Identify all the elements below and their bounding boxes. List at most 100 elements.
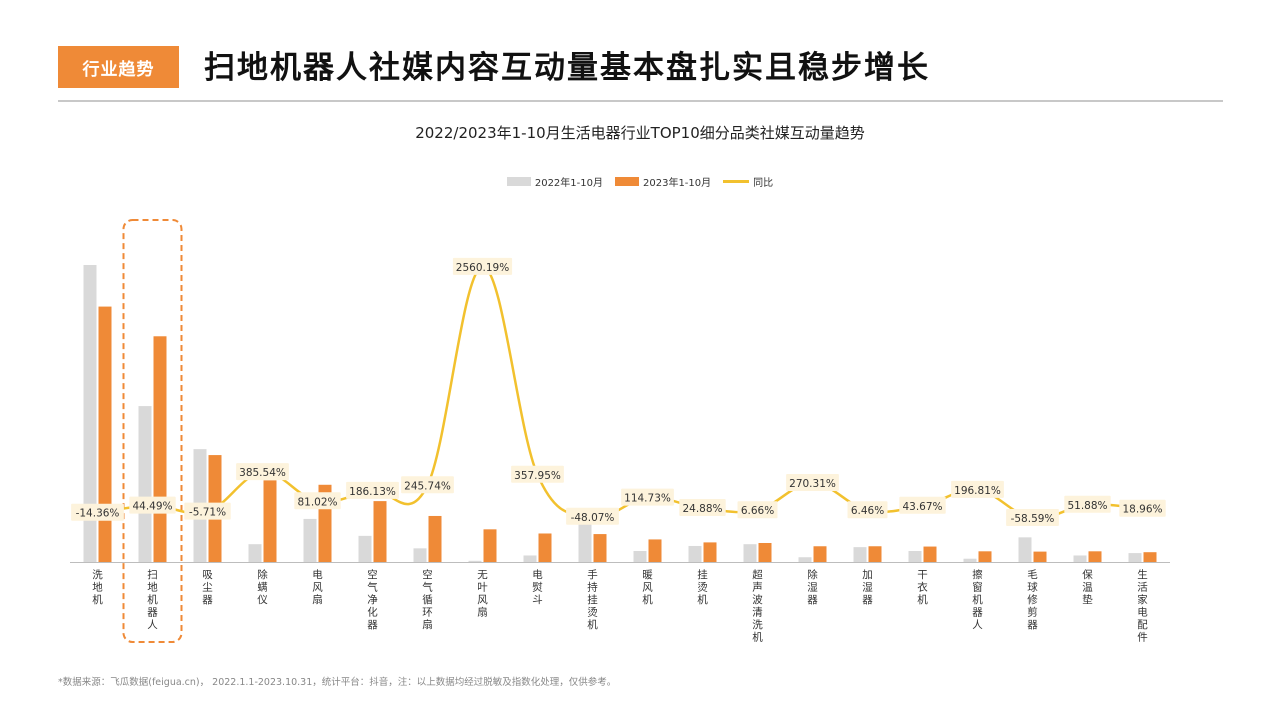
yoy-label-bg	[236, 463, 289, 481]
category-label: 除湿器	[807, 568, 818, 606]
bar-2023	[373, 501, 387, 562]
legend-swatch-yoy	[723, 180, 750, 183]
category-label: 手持挂烫机	[587, 568, 598, 631]
bar-2023	[1143, 552, 1157, 562]
yoy-data-label: 81.02%	[297, 496, 337, 508]
yoy-data-label: -58.59%	[1011, 513, 1055, 525]
yoy-label-bg	[346, 481, 399, 499]
bar-2023	[428, 515, 442, 562]
header-divider	[58, 100, 1223, 102]
yoy-label-bg	[737, 501, 778, 519]
bar-2022	[138, 406, 152, 562]
yoy-data-label: -48.07%	[571, 512, 615, 524]
footnote: *数据来源：飞瓜数据(feigua.cn)， 2022.1.1-2023.10.…	[58, 677, 617, 688]
bar-2022	[578, 523, 592, 562]
bar-2023	[1088, 551, 1102, 562]
legend-item-2022[interactable]: 2022年1-10月	[506, 174, 603, 189]
category-label: 电熨斗	[532, 568, 543, 606]
category-label: 吸尘器	[202, 569, 213, 606]
yoy-label-bg	[294, 492, 341, 510]
yoy-data-label: 18.96%	[1122, 504, 1162, 516]
chart-title: 2022/2023年1-10月生活电器行业TOP10细分品类社媒互动量趋势	[415, 124, 865, 142]
bar-2022	[743, 544, 757, 562]
chart-legend: 2022年1-10月 2023年1-10月 同比	[0, 174, 1280, 189]
page-title: 扫地机器人社媒内容互动量基本盘扎实且稳步增长	[204, 50, 930, 86]
yoy-data-label: 6.66%	[741, 505, 774, 517]
bar-2022	[633, 551, 647, 562]
bar-2023	[868, 546, 882, 562]
bar-2022	[688, 545, 702, 562]
yoy-data-label: 245.74%	[404, 480, 451, 492]
yoy-label-bg	[621, 488, 674, 506]
bar-2022	[303, 518, 317, 562]
bar-2023	[923, 546, 937, 562]
yoy-label-bg	[129, 496, 176, 514]
legend-item-yoy[interactable]: 同比	[723, 174, 773, 189]
yoy-data-label: 24.88%	[682, 503, 722, 515]
category-label: 保温垫	[1082, 568, 1093, 606]
bar-2023	[263, 480, 277, 562]
bar-2023	[648, 539, 662, 562]
legend-label-2022: 2022年1-10月	[534, 178, 603, 189]
bar-2022	[798, 557, 812, 562]
yoy-label-bg	[401, 476, 454, 494]
bar-2023	[98, 306, 112, 562]
yoy-label-bg	[1064, 495, 1111, 513]
yoy-data-label: 2560.19%	[456, 262, 509, 274]
bar-2022	[1018, 537, 1032, 562]
category-label: 毛球修剪器	[1027, 569, 1038, 631]
bar-2022	[358, 535, 372, 562]
bar-2022	[248, 544, 262, 562]
yoy-data-label: 43.67%	[902, 501, 942, 513]
yoy-data-label: 186.13%	[349, 486, 396, 498]
bar-2023	[538, 533, 552, 562]
bar-2023	[978, 551, 992, 562]
category-label: 加湿器	[862, 569, 873, 606]
category-label: 超声波清洗机	[752, 568, 763, 644]
bar-2023	[1033, 551, 1047, 562]
highlight-box	[122, 219, 183, 643]
category-label: 无叶风扇	[477, 569, 488, 619]
bar-2023	[813, 546, 827, 562]
bar-2022	[963, 558, 977, 562]
yoy-label-bg	[566, 507, 619, 525]
yoy-label-bg	[1119, 499, 1166, 517]
bar-2023	[483, 529, 497, 562]
bar-2023	[153, 336, 167, 562]
category-label: 除螨仪	[257, 568, 268, 606]
yoy-label-bg	[184, 502, 231, 520]
category-label: 干衣机	[917, 569, 928, 606]
yoy-label-bg	[786, 473, 839, 491]
yoy-line	[97, 265, 1143, 520]
category-label: 电风扇	[312, 568, 323, 606]
category-label: 空气净化器	[367, 568, 378, 631]
yoy-data-label: 51.88%	[1067, 500, 1107, 512]
yoy-data-label: -14.36%	[76, 508, 120, 520]
bar-2022	[1128, 553, 1142, 562]
yoy-label-bg	[452, 257, 513, 275]
bar-2023	[703, 542, 717, 562]
category-label: 挂烫机	[697, 568, 708, 606]
yoy-data-label: 6.46%	[851, 505, 884, 517]
bar-2022	[83, 265, 97, 562]
yoy-label-bg	[679, 499, 726, 517]
yoy-label-bg	[1006, 509, 1059, 527]
legend-item-2023[interactable]: 2023年1-10月	[615, 174, 711, 189]
yoy-label-bg	[511, 465, 564, 483]
yoy-data-label: 44.49%	[132, 501, 172, 513]
yoy-label-bg	[899, 496, 946, 514]
category-label: 空气循环扇	[422, 568, 433, 631]
yoy-data-label: 357.95%	[514, 470, 561, 482]
yoy-data-label: 196.81%	[954, 485, 1001, 497]
bar-2023	[758, 542, 772, 562]
yoy-data-label: 114.73%	[624, 493, 671, 505]
legend-label-yoy: 同比	[753, 178, 774, 189]
category-label: 扫地机器人	[147, 568, 158, 631]
category-label: 生活家电配件	[1137, 568, 1148, 644]
yoy-data-label: 270.31%	[789, 478, 836, 490]
bar-2023	[593, 534, 607, 562]
legend-swatch-2022	[506, 177, 531, 186]
section-tag: 行业趋势	[58, 46, 179, 88]
yoy-label-bg	[951, 480, 1004, 498]
